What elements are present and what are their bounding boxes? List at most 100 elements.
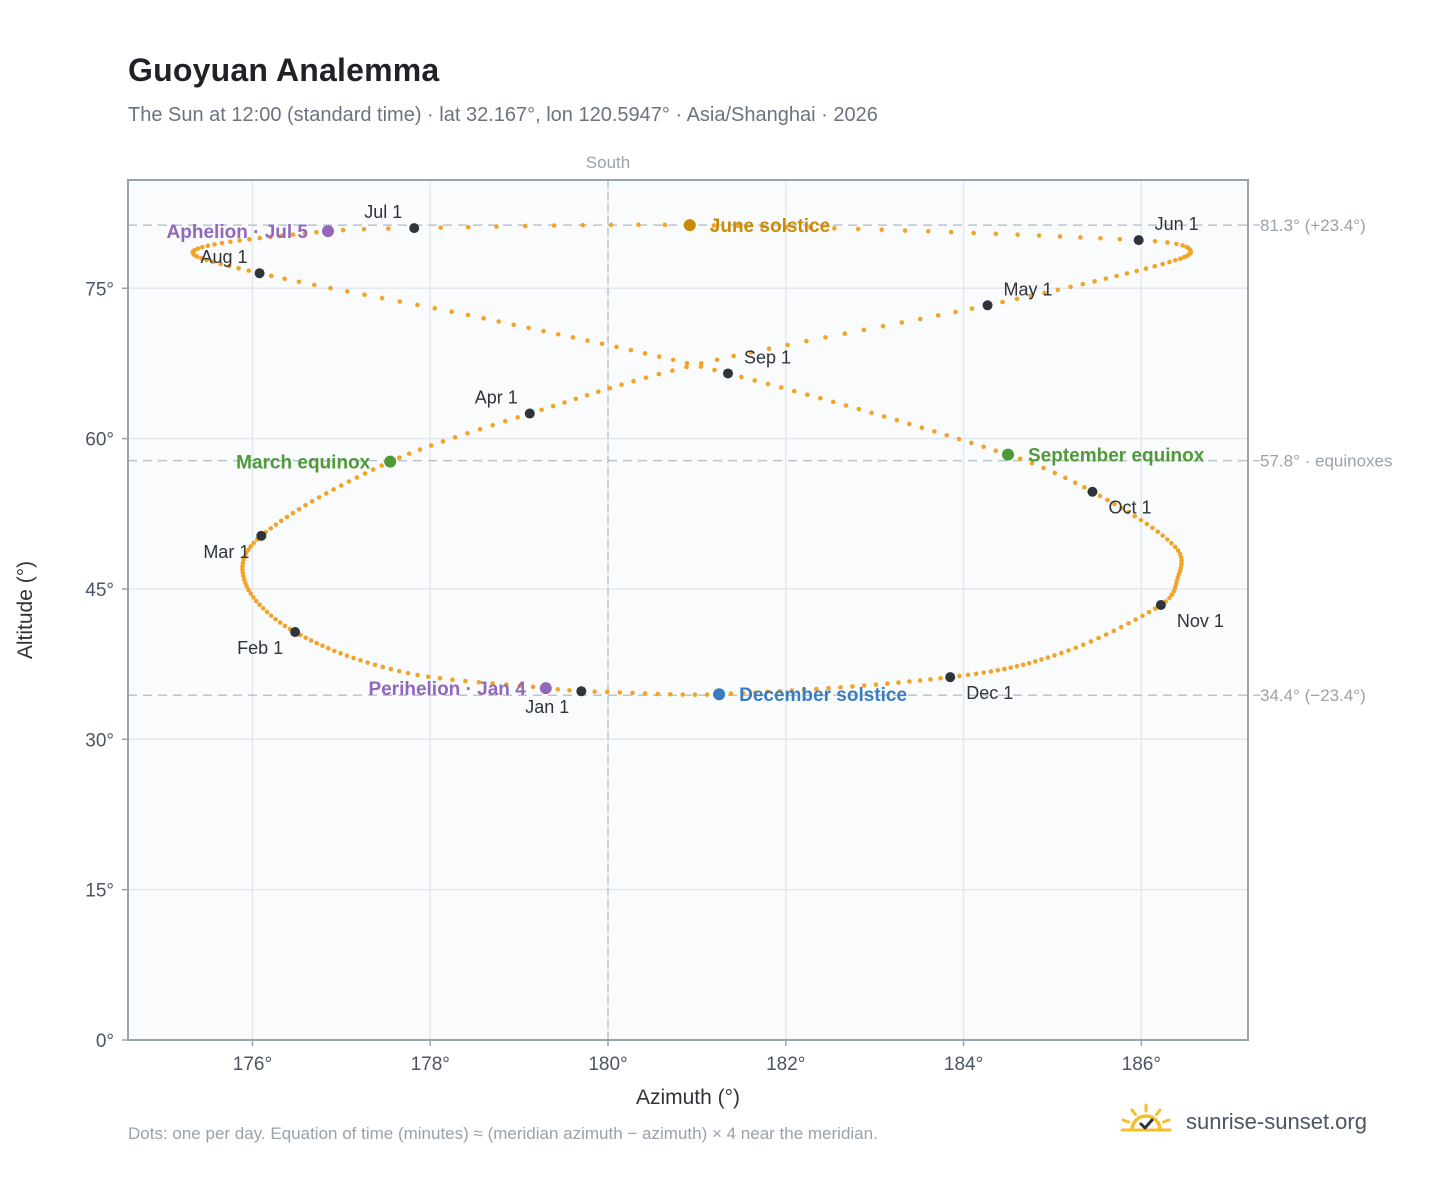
daily-sun-dot xyxy=(735,223,741,229)
daily-sun-dot xyxy=(1143,266,1149,271)
daily-sun-dot xyxy=(1072,480,1078,485)
daily-sun-dot xyxy=(212,242,217,247)
daily-sun-dot xyxy=(843,403,849,408)
event-label: Perihelion · Jan 4 xyxy=(368,679,526,700)
daily-sun-dot xyxy=(953,309,958,315)
x-axis-title: Azimuth (°) xyxy=(636,1086,740,1109)
daily-sun-dot xyxy=(818,395,823,401)
month-marker-label: Apr 1 xyxy=(475,388,518,408)
daily-sun-dot xyxy=(1119,505,1124,511)
daily-sun-dot xyxy=(465,224,471,230)
daily-sun-dot xyxy=(481,316,486,321)
event-label: June solstice xyxy=(710,216,830,237)
daily-sun-dot xyxy=(302,231,308,236)
daily-sun-dot xyxy=(1155,529,1161,535)
daily-sun-dot xyxy=(555,687,561,692)
daily-sun-dot xyxy=(596,389,601,395)
daily-sun-dot xyxy=(777,688,782,694)
daily-sun-dot xyxy=(346,479,352,484)
daily-sun-dot xyxy=(739,374,744,380)
daily-sun-dot xyxy=(397,299,403,304)
daily-sun-dot xyxy=(643,375,649,380)
month-marker-label: May 1 xyxy=(1004,279,1053,299)
daily-sun-dot xyxy=(925,229,931,234)
daily-sun-dot xyxy=(284,514,290,520)
daily-sun-dot xyxy=(370,467,376,472)
daily-sun-dot xyxy=(884,681,890,686)
daily-sun-dot xyxy=(406,451,412,456)
daily-sun-dot xyxy=(338,483,344,488)
daily-sun-dot xyxy=(1138,517,1144,523)
daily-sun-dot xyxy=(246,587,251,593)
daily-sun-dot xyxy=(928,677,933,682)
daily-sun-dot xyxy=(1105,497,1110,503)
brand-text[interactable]: sunrise-sunset.org xyxy=(1186,1108,1367,1134)
daily-sun-dot xyxy=(631,378,636,384)
month-marker xyxy=(290,627,301,638)
daily-sun-dot xyxy=(630,690,635,696)
x-tick-label: 184° xyxy=(944,1054,983,1075)
daily-sun-dot xyxy=(684,360,690,366)
daily-sun-dot xyxy=(428,443,434,448)
daily-sun-dot xyxy=(670,368,675,373)
y-tick-label: 60° xyxy=(85,430,114,451)
daily-sun-dot xyxy=(210,259,216,265)
daily-sun-dot xyxy=(562,400,567,405)
daily-sun-dot xyxy=(1175,548,1181,553)
daily-sun-dot xyxy=(680,692,685,697)
daily-sun-dot xyxy=(879,227,885,233)
daily-sun-dot xyxy=(1112,501,1117,507)
daily-sun-dot xyxy=(340,227,346,233)
daily-sun-dot xyxy=(303,502,308,508)
daily-sun-dot xyxy=(257,235,263,241)
month-marker xyxy=(723,368,733,379)
daily-sun-dot xyxy=(1152,238,1158,244)
daily-sun-dot xyxy=(1088,639,1094,644)
daily-sun-dot xyxy=(1140,613,1145,619)
daily-sun-dot xyxy=(973,671,979,677)
daily-sun-dot xyxy=(861,683,867,688)
month-marker-label: Feb 1 xyxy=(237,638,283,658)
daily-sun-dot xyxy=(551,223,557,228)
daily-sun-dot xyxy=(902,228,908,233)
month-marker xyxy=(524,408,535,419)
daily-sun-dot xyxy=(268,613,274,618)
daily-sun-dot xyxy=(1052,470,1058,476)
daily-sun-dot xyxy=(944,432,950,438)
daily-sun-dot xyxy=(1082,485,1087,490)
daily-sun-dot xyxy=(765,689,770,695)
daily-sun-dot xyxy=(290,232,296,237)
daily-sun-dot xyxy=(1132,513,1137,519)
daily-sun-dot xyxy=(981,444,986,450)
daily-sun-dot xyxy=(932,429,937,434)
daily-sun-dot xyxy=(765,381,771,387)
daily-sun-dot xyxy=(698,364,704,369)
daily-sun-dot xyxy=(449,309,454,315)
daily-sun-dot xyxy=(842,331,848,336)
daily-sun-dot xyxy=(1152,606,1158,611)
event-marker xyxy=(322,225,334,238)
month-marker-label: Aug 1 xyxy=(201,247,248,267)
daily-sun-dot xyxy=(971,230,976,236)
daily-sun-dot xyxy=(269,273,274,279)
event-label: December solstice xyxy=(739,685,907,706)
daily-sun-dot xyxy=(396,668,402,674)
brand[interactable]: sunrise-sunset.org xyxy=(1120,1102,1367,1141)
daily-sun-dot xyxy=(245,547,251,553)
daily-sun-dot xyxy=(814,686,819,692)
daily-sun-dot xyxy=(517,683,523,689)
daily-sun-dot xyxy=(251,540,257,546)
daily-sun-dot xyxy=(1179,558,1184,564)
month-marker xyxy=(1087,486,1098,497)
daily-sun-dot xyxy=(1118,624,1124,630)
daily-sun-dot xyxy=(194,254,200,259)
daily-sun-dot xyxy=(614,344,619,350)
daily-sun-dot xyxy=(899,320,905,325)
daily-sun-dot xyxy=(988,669,994,674)
daily-sun-dot xyxy=(731,353,736,359)
daily-sun-dot xyxy=(332,648,337,654)
y-tick-label: 0° xyxy=(96,1031,114,1052)
event-marker xyxy=(539,682,552,695)
daily-sun-dot xyxy=(1165,240,1170,245)
meridian-label: South xyxy=(586,153,630,172)
